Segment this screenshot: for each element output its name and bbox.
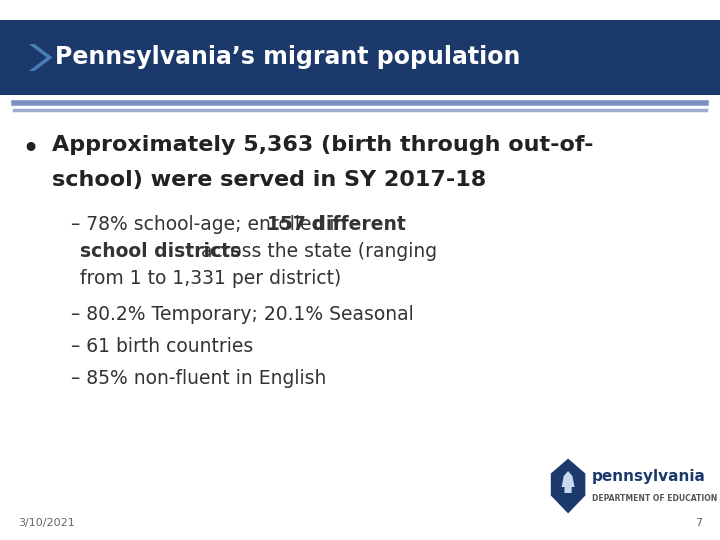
Text: school) were served in SY 2017-18: school) were served in SY 2017-18 xyxy=(52,170,486,190)
Text: school districts: school districts xyxy=(80,242,241,261)
Text: 157 different: 157 different xyxy=(267,215,406,234)
Text: Approximately 5,363 (birth through out-of-: Approximately 5,363 (birth through out-o… xyxy=(52,135,593,155)
Text: Pennsylvania’s migrant population: Pennsylvania’s migrant population xyxy=(55,45,520,70)
Text: •: • xyxy=(22,135,40,164)
Text: – 78% school-age; enrolled in: – 78% school-age; enrolled in xyxy=(71,215,352,234)
Text: – 85% non-fluent in English: – 85% non-fluent in English xyxy=(71,369,326,388)
Text: across the state (ranging: across the state (ranging xyxy=(195,242,437,261)
Text: 3/10/2021: 3/10/2021 xyxy=(18,518,75,528)
Text: – 61 birth countries: – 61 birth countries xyxy=(71,337,253,356)
Polygon shape xyxy=(551,458,585,514)
Polygon shape xyxy=(562,471,575,493)
Text: 7: 7 xyxy=(695,518,702,528)
Text: from 1 to 1,331 per district): from 1 to 1,331 per district) xyxy=(80,269,341,288)
Text: DEPARTMENT OF EDUCATION: DEPARTMENT OF EDUCATION xyxy=(592,494,717,503)
Text: – 80.2% Temporary; 20.1% Seasonal: – 80.2% Temporary; 20.1% Seasonal xyxy=(71,305,413,324)
Text: pennsylvania: pennsylvania xyxy=(592,469,706,484)
